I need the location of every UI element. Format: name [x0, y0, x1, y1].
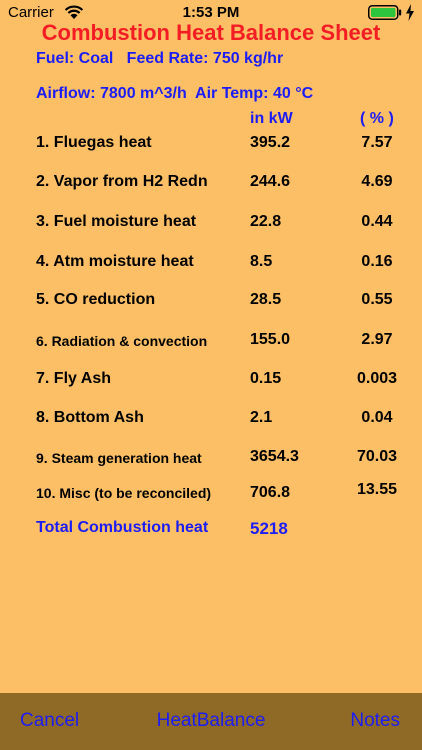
row-percent-value: 0.04 [361, 409, 393, 426]
row-kw-value: 395.2 [250, 134, 291, 151]
charging-bolt-icon [406, 4, 414, 21]
row-percent-value: 0.003 [356, 370, 398, 387]
airflow-temp-info: Airflow: 7800 m^3/h Air Temp: 40 °C [36, 85, 314, 102]
cancel-button[interactable]: Cancel [20, 710, 80, 731]
table-row: 5. CO reduction 28.5 0.55 [0, 291, 422, 319]
clock: 1:53 PM [182, 4, 240, 21]
row-percent-value: 0.55 [361, 291, 393, 308]
row-kw-value: 28.5 [250, 291, 282, 308]
bottom-toolbar: Cancel HeatBalance Notes [0, 693, 422, 750]
row-label: 5. CO reduction [36, 291, 156, 308]
row-label: 6. Radiation & convection [36, 333, 208, 349]
wifi-icon [64, 5, 84, 19]
row-kw-value: 706.8 [250, 484, 291, 501]
row-percent-value: 4.69 [361, 173, 393, 190]
table-row: 2. Vapor from H2 Redn 244.6 4.69 [0, 173, 422, 201]
row-kw-value: 155.0 [250, 331, 291, 348]
row-kw-value: 3654.3 [250, 448, 299, 465]
total-label: Total Combustion heat [36, 519, 209, 536]
table-row: 3. Fuel moisture heat 22.8 0.44 [0, 213, 422, 241]
table-row: 8. Bottom Ash 2.1 0.04 [0, 409, 422, 437]
row-percent-value: 70.03 [356, 448, 398, 465]
row-percent-value: 0.16 [361, 253, 393, 270]
row-kw-value: 0.15 [250, 370, 282, 387]
row-label: 10. Misc (to be reconciled) [36, 485, 212, 501]
row-percent-value: 13.55 [356, 481, 398, 498]
total-value: 5218 [250, 519, 288, 538]
battery-icon [368, 5, 402, 20]
row-kw-value: 8.5 [250, 253, 273, 270]
table-row: 7. Fly Ash 0.15 0.003 [0, 370, 422, 398]
page-title: Combustion Heat Balance Sheet [41, 20, 381, 45]
row-kw-value: 244.6 [250, 173, 291, 190]
carrier-label: Carrier [8, 4, 54, 21]
notes-button[interactable]: Notes [350, 710, 400, 731]
heatbalance-button-wrap: HeatBalance [0, 710, 422, 732]
column-header-percent: ( % ) [360, 110, 394, 127]
row-label: 1. Fluegas heat [36, 134, 152, 151]
row-percent-value: 2.97 [361, 331, 393, 348]
row-percent-value: 7.57 [361, 134, 393, 151]
row-kw-value: 2.1 [250, 409, 273, 426]
row-label: 2. Vapor from H2 Redn [36, 173, 208, 190]
table-row: 10. Misc (to be reconciled) 706.8 13.55 [0, 481, 422, 512]
table-row: 1. Fluegas heat 395.2 7.57 [0, 134, 422, 162]
row-label: 4. Atm moisture heat [36, 253, 194, 270]
table-row: 4. Atm moisture heat 8.5 0.16 [0, 253, 422, 281]
heatbalance-button[interactable]: HeatBalance [156, 710, 266, 731]
table-row: 9. Steam generation heat 3654.3 70.03 [0, 448, 422, 476]
row-label: 8. Bottom Ash [36, 409, 144, 426]
fuel-feed-info: Fuel: Coal Feed Rate: 750 kg/hr [36, 50, 284, 67]
status-bar: Carrier 1:53 PM [0, 0, 422, 26]
row-label: 7. Fly Ash [36, 370, 111, 387]
row-kw-value: 22.8 [250, 213, 282, 230]
table-row: 6. Radiation & convection 155.0 2.97 [0, 331, 422, 359]
row-label: 9. Steam generation heat [36, 450, 202, 466]
row-label: 3. Fuel moisture heat [36, 213, 197, 230]
row-percent-value: 0.44 [361, 213, 393, 230]
column-header-kw: in kW [250, 110, 293, 127]
